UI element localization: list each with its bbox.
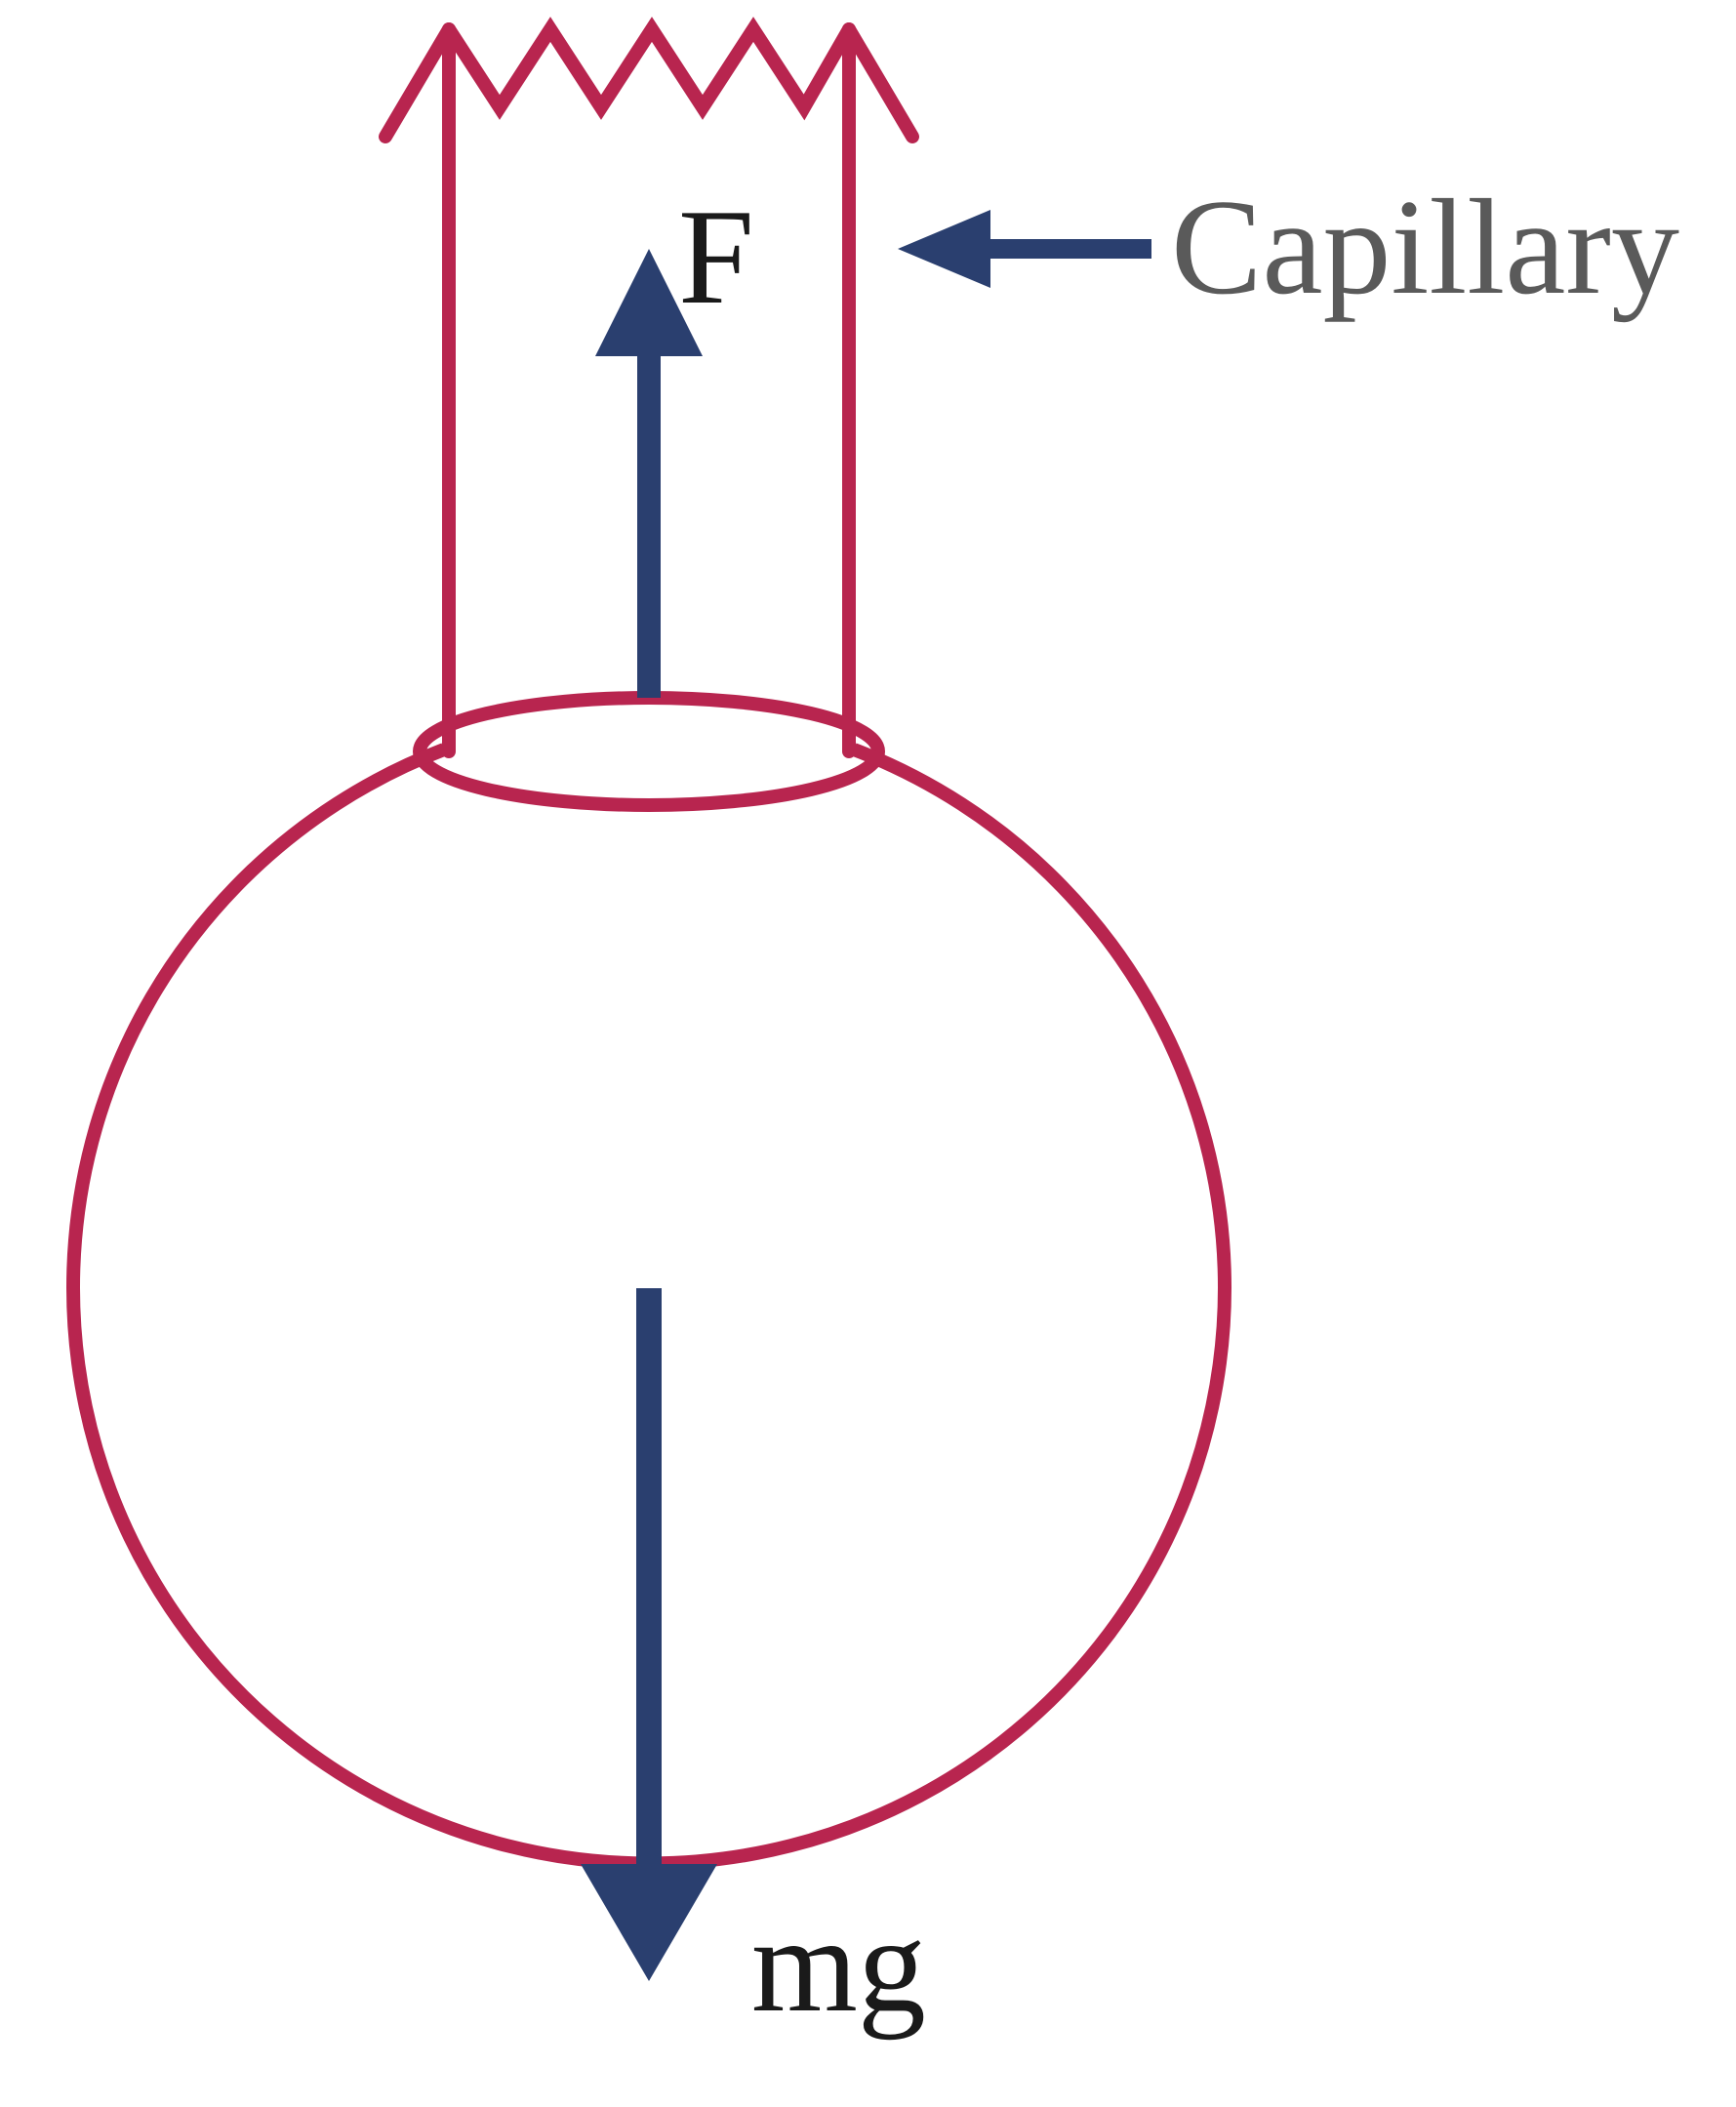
weight-label: mg bbox=[751, 1889, 926, 2041]
capillary-label-arrow bbox=[898, 210, 1151, 288]
support-wing-left bbox=[385, 29, 449, 137]
physics-diagram: F mg Capillary bbox=[0, 0, 1736, 2102]
diagram-svg: F mg Capillary bbox=[0, 0, 1736, 2102]
support-wing-right bbox=[849, 29, 912, 137]
capillary-label: Capillary bbox=[1171, 172, 1679, 323]
neck-ellipse bbox=[420, 698, 878, 805]
force-label: F bbox=[678, 182, 754, 333]
weight-arrow-mg bbox=[581, 1288, 717, 1981]
support-zigzag bbox=[449, 29, 849, 107]
